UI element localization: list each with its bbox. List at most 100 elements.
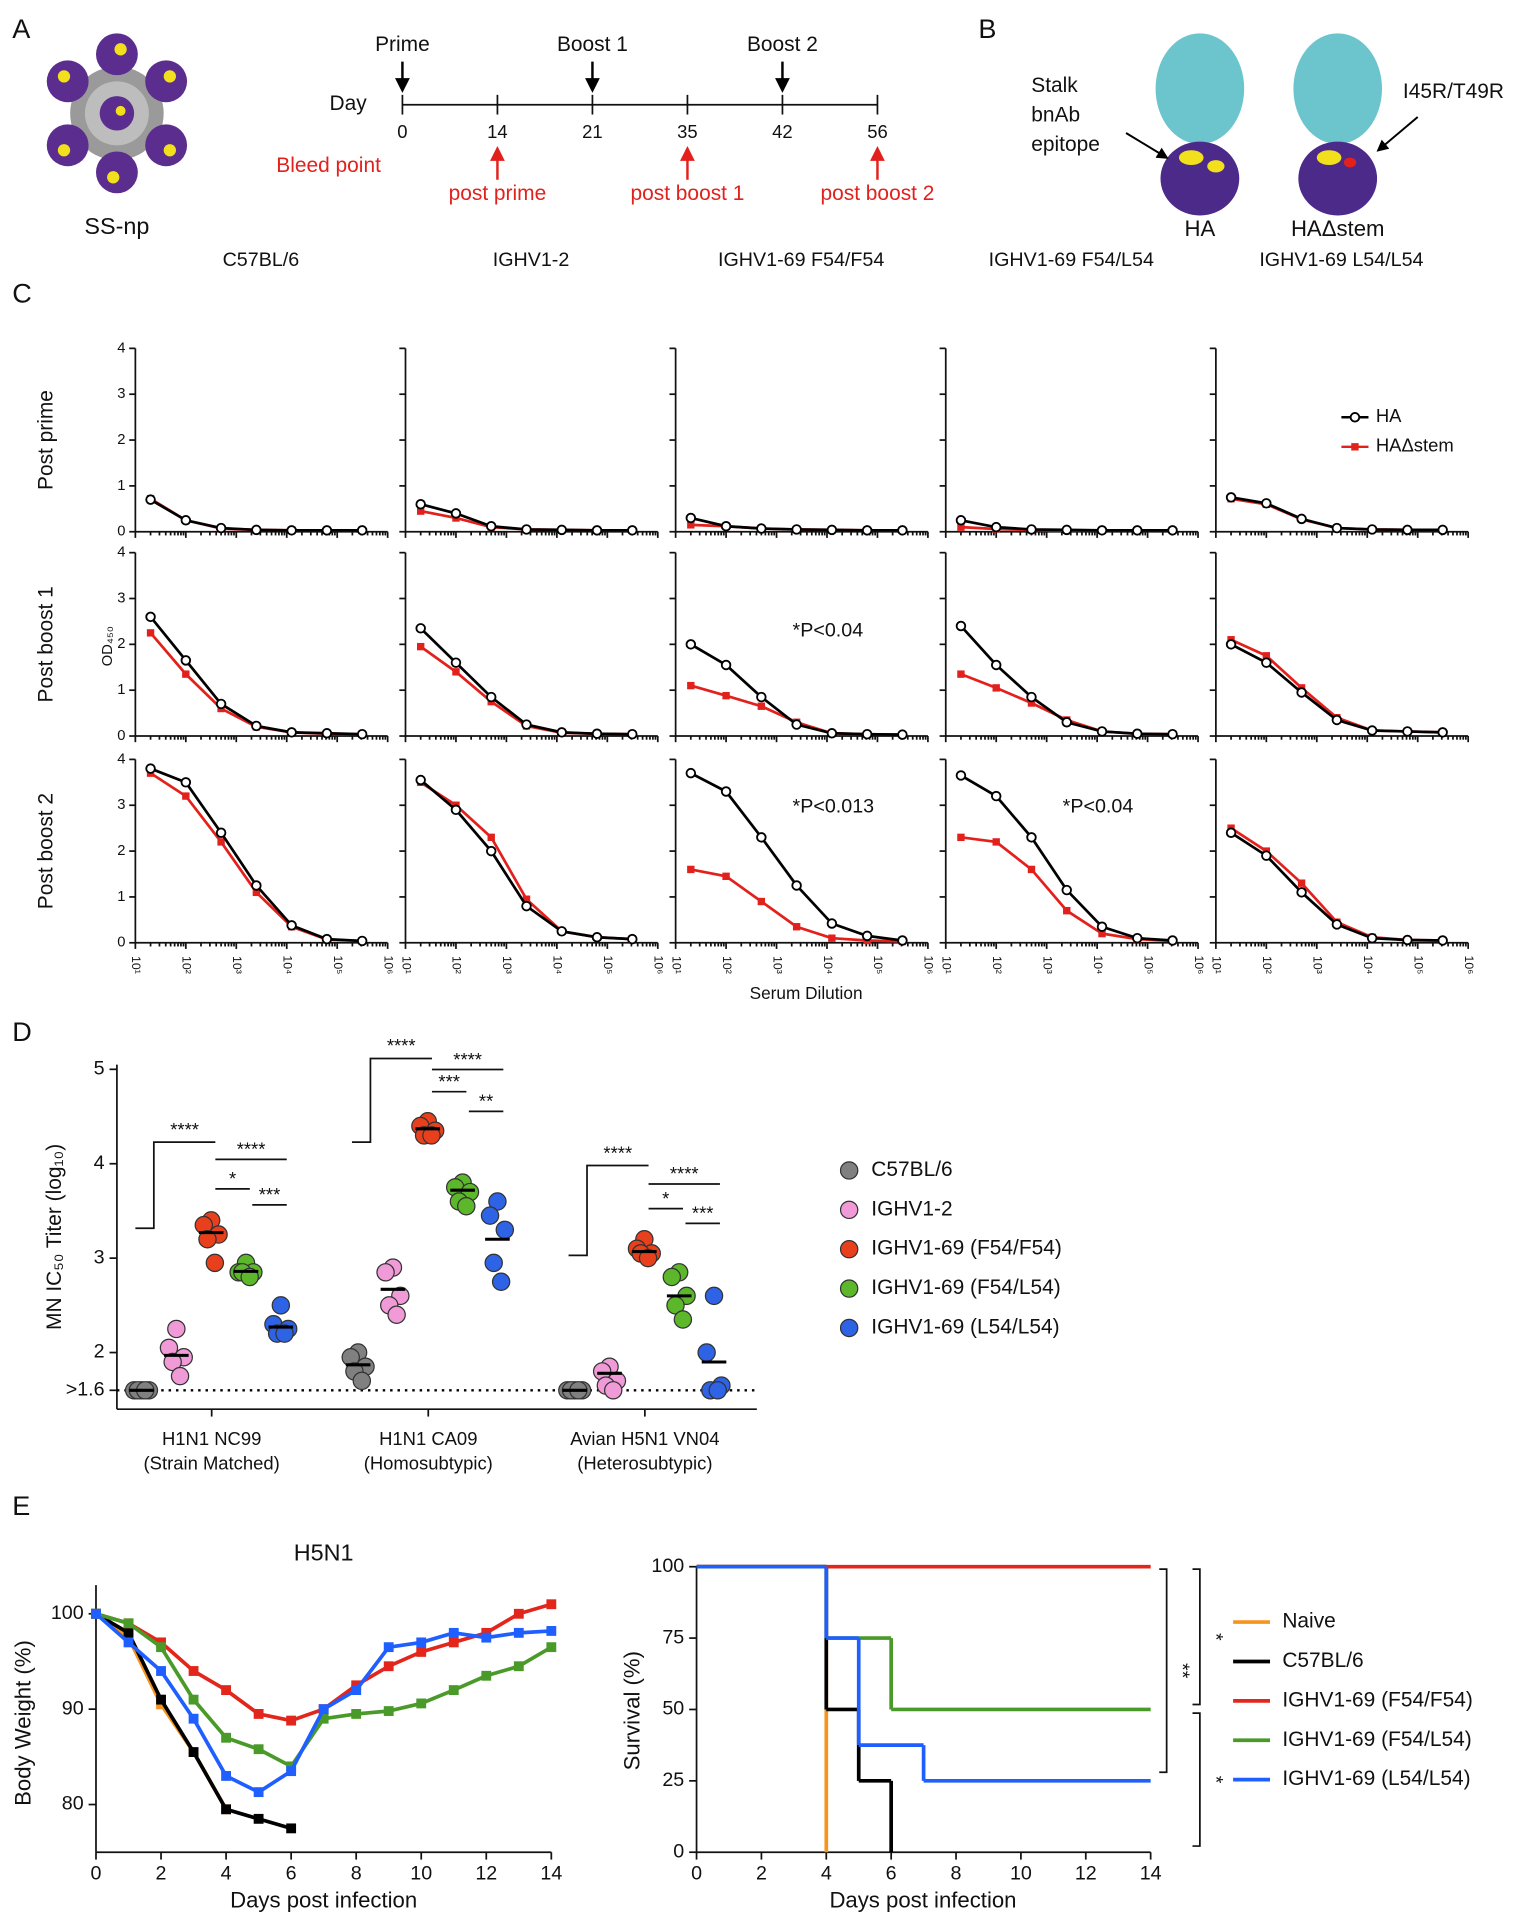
bracket [1159, 1568, 1168, 1774]
data-point [487, 833, 495, 842]
data-point [687, 681, 695, 690]
y-tick-label: 4 [117, 340, 125, 356]
x-tick-label: H1N1 NC99 [162, 1428, 261, 1449]
data-point [387, 1305, 406, 1325]
significance-label: ** [479, 1091, 493, 1112]
significance-label: * [1204, 1633, 1226, 1641]
data-point [955, 770, 967, 781]
panel-label: C [12, 278, 32, 309]
series-line [690, 868, 903, 943]
data-point [861, 728, 873, 740]
data-point [448, 1637, 459, 1648]
significance-label: *** [259, 1184, 281, 1205]
y-tick-label: 75 [662, 1626, 684, 1648]
x-tick-label: 10⁶ [1462, 956, 1476, 975]
x-axis-label: Days post infection [829, 1887, 1016, 1912]
significance-label: * [662, 1188, 669, 1209]
legend-marker [839, 1318, 859, 1338]
day-value: 56 [867, 121, 888, 142]
legend-marker [839, 1239, 859, 1259]
y-tick-label: 3 [117, 590, 125, 606]
panel-label: A [12, 13, 30, 44]
data-point [1297, 879, 1306, 887]
y-tick-label: >1.6 [66, 1379, 105, 1401]
x-tick-label: 10² [1260, 956, 1274, 974]
x-tick-label: 2 [756, 1863, 767, 1885]
data-point [170, 1366, 190, 1386]
x-tick-label: 10³ [1311, 956, 1325, 974]
x-tick-label: 12 [475, 1863, 497, 1885]
legend-marker [1349, 412, 1361, 423]
data-point [286, 727, 297, 738]
x-tick-label: 10¹ [399, 956, 413, 974]
data-point [522, 895, 531, 903]
data-point [897, 935, 908, 946]
data-point [1225, 827, 1237, 838]
data-point [957, 670, 965, 678]
data-point [957, 523, 965, 531]
significance-label: ** [1171, 1663, 1193, 1679]
data-point [383, 1706, 394, 1716]
p-value-annotation: *P<0.013 [793, 796, 875, 818]
data-point [1096, 726, 1108, 737]
x-tick-label: 10² [720, 956, 734, 974]
series-line [149, 632, 363, 736]
bleed-point-label: post boost 2 [820, 182, 934, 205]
data-point [720, 786, 732, 797]
data-point [826, 918, 838, 929]
data-point [156, 1642, 166, 1653]
epitope-label: bnAb [1031, 103, 1080, 126]
significance-label: **** [670, 1163, 699, 1184]
data-point [673, 1310, 693, 1329]
significance-label: **** [603, 1142, 632, 1163]
data-point [513, 1608, 524, 1619]
column-title: IGHV1-69 F54/F54 [718, 249, 884, 271]
data-point [1261, 498, 1272, 509]
epitope-label: Stalk [1031, 74, 1078, 97]
y-tick-label: 1 [117, 682, 125, 698]
data-point [828, 934, 836, 942]
data-point [156, 1694, 166, 1705]
data-point [415, 774, 426, 786]
data-point [123, 1618, 134, 1629]
nanoparticle [46, 33, 188, 194]
data-point [221, 1770, 232, 1781]
mutation-label: I45R/T49R [1403, 80, 1504, 103]
data-point [1402, 726, 1413, 737]
x-tick-label: (Homosubtypic) [364, 1452, 493, 1473]
x-tick-label: 10¹ [1210, 956, 1224, 974]
y-tick-label: 25 [662, 1769, 684, 1791]
data-point [252, 888, 261, 897]
y-tick-label: 4 [117, 545, 125, 561]
data-point [1331, 714, 1343, 726]
data-point [495, 1220, 515, 1240]
row-label: Post prime [34, 390, 57, 490]
data-point [251, 880, 262, 891]
x-tick-label: 8 [351, 1863, 362, 1885]
data-point [448, 1627, 459, 1638]
y-tick-label: 2 [117, 432, 125, 448]
x-tick-label: 10⁵ [1411, 956, 1425, 975]
data-point [485, 521, 497, 532]
bracket [1192, 1568, 1201, 1706]
y-axis-label: Body Weight (%) [10, 1640, 35, 1806]
bracket [135, 1141, 216, 1230]
day-value: 0 [397, 121, 407, 142]
data-point [481, 1632, 492, 1643]
data-point [955, 620, 967, 632]
data-point [215, 827, 227, 838]
data-point [1061, 717, 1072, 728]
chart-title: H5N1 [294, 1540, 354, 1566]
data-point [416, 1647, 427, 1657]
data-point [383, 1661, 394, 1672]
data-point [457, 1196, 476, 1216]
x-tick-label: 10⁶ [652, 956, 666, 975]
data-point [792, 923, 801, 931]
data-point [188, 1694, 199, 1705]
x-tick-label: 4 [821, 1863, 832, 1885]
data-point [662, 1267, 682, 1287]
data-point [591, 932, 603, 943]
data-point [221, 1685, 232, 1696]
data-point [1098, 929, 1106, 938]
